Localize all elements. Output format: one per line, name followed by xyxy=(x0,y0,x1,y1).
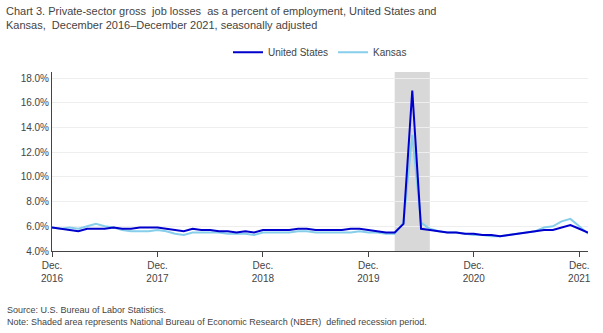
svg-text:Dec.2019: Dec.2019 xyxy=(357,260,380,284)
svg-text:18.0%: 18.0% xyxy=(21,73,49,84)
svg-text:6.0%: 6.0% xyxy=(26,221,49,232)
svg-text:8.0%: 8.0% xyxy=(26,196,49,207)
svg-text:16.0%: 16.0% xyxy=(21,97,49,108)
svg-text:12.0%: 12.0% xyxy=(21,147,49,158)
svg-text:Kansas: Kansas xyxy=(373,47,406,58)
svg-text:Dec.2018: Dec.2018 xyxy=(252,260,275,284)
svg-text:4.0%: 4.0% xyxy=(26,246,49,257)
svg-text:Source: U.S. Bureau of Labor S: Source: U.S. Bureau of Labor Statistics.… xyxy=(7,305,427,327)
svg-text:10.0%: 10.0% xyxy=(21,171,49,182)
svg-text:Dec.2020: Dec.2020 xyxy=(463,260,486,284)
svg-text:United States: United States xyxy=(268,47,328,58)
svg-text:Dec.2017: Dec.2017 xyxy=(146,260,169,284)
svg-text:14.0%: 14.0% xyxy=(21,122,49,133)
svg-text:Dec.2016: Dec.2016 xyxy=(41,260,64,284)
svg-text:Chart 3. Private-sector gross: Chart 3. Private-sector gross job losses… xyxy=(6,5,436,31)
svg-text:Dec.2021: Dec.2021 xyxy=(568,260,591,284)
